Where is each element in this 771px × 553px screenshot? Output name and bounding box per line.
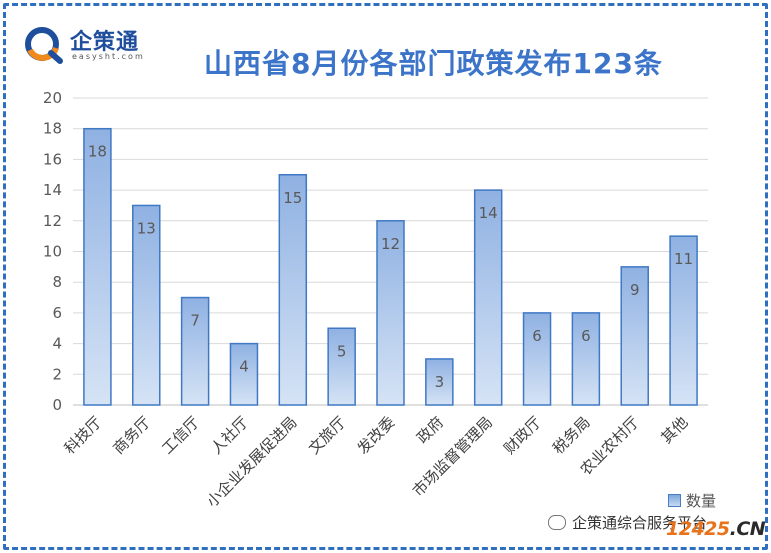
y-tick-label: 6	[52, 304, 62, 322]
x-tick-label: 文旅厅	[305, 413, 350, 458]
bar	[132, 204, 161, 406]
watermark: 企策通综合服务平台	[548, 512, 707, 533]
bar	[83, 127, 112, 406]
y-tick-label: 16	[43, 150, 62, 168]
y-tick-label: 20	[43, 89, 62, 107]
bar	[522, 312, 552, 406]
y-tick-label: 8	[52, 273, 62, 291]
x-tick-label: 工信厅	[158, 413, 203, 458]
x-tick-label: 税务局	[549, 413, 594, 458]
data-label: 18	[88, 143, 107, 161]
wechat-icon	[548, 515, 566, 530]
bar	[473, 189, 503, 406]
bar	[180, 296, 210, 406]
bar	[229, 342, 259, 406]
data-label: 14	[479, 204, 498, 222]
bar	[571, 312, 601, 406]
logo-domain: easysht.com	[72, 52, 145, 61]
x-tick-label: 小企业发展促进局	[203, 413, 301, 511]
brand-logo: 企策通 easysht.com	[22, 24, 182, 64]
data-label: 12	[381, 235, 400, 253]
x-tick-label: 人社厅	[207, 413, 252, 458]
logo-name: 企策通	[70, 30, 140, 55]
data-label: 11	[674, 250, 693, 268]
bar	[620, 266, 649, 406]
data-label: 13	[137, 219, 156, 237]
x-tick-label: 政府	[413, 413, 447, 447]
data-label: 9	[630, 281, 640, 299]
y-tick-label: 2	[52, 365, 62, 383]
bar	[278, 174, 308, 406]
data-label: 5	[337, 342, 347, 360]
data-label: 4	[239, 358, 249, 376]
x-tick-label: 科技厅	[61, 413, 106, 458]
y-tick-label: 14	[43, 181, 62, 199]
x-tick-label: 发改委	[354, 413, 399, 458]
badge-suffix: .CN	[729, 518, 766, 540]
watermark-text: 企策通综合服务平台	[572, 514, 708, 532]
legend-label: 数量	[686, 492, 717, 510]
data-label: 6	[532, 327, 542, 345]
badge-number: 12425	[666, 518, 730, 540]
bar	[327, 327, 356, 406]
site-badge: 12425.CN	[666, 518, 766, 540]
data-label: 3	[435, 373, 445, 391]
x-tick-label: 财政厅	[500, 413, 545, 458]
x-tick-label: 其他	[657, 413, 691, 447]
legend-swatch	[668, 494, 681, 507]
y-tick-label: 18	[43, 120, 62, 138]
y-tick-label: 12	[43, 212, 62, 230]
data-label: 15	[283, 189, 302, 207]
chart-title: 山西省8月份各部门政策发布123条	[204, 47, 663, 80]
data-label: 6	[581, 327, 591, 345]
bar	[669, 235, 698, 406]
bar	[376, 220, 405, 406]
y-tick-label: 4	[52, 335, 62, 353]
magnifier-logo-icon	[25, 27, 63, 64]
y-tick-label: 0	[52, 396, 62, 414]
y-tick-label: 10	[43, 243, 62, 261]
data-label: 7	[190, 312, 200, 330]
bar	[425, 358, 454, 406]
x-tick-label: 商务厅	[110, 413, 155, 458]
